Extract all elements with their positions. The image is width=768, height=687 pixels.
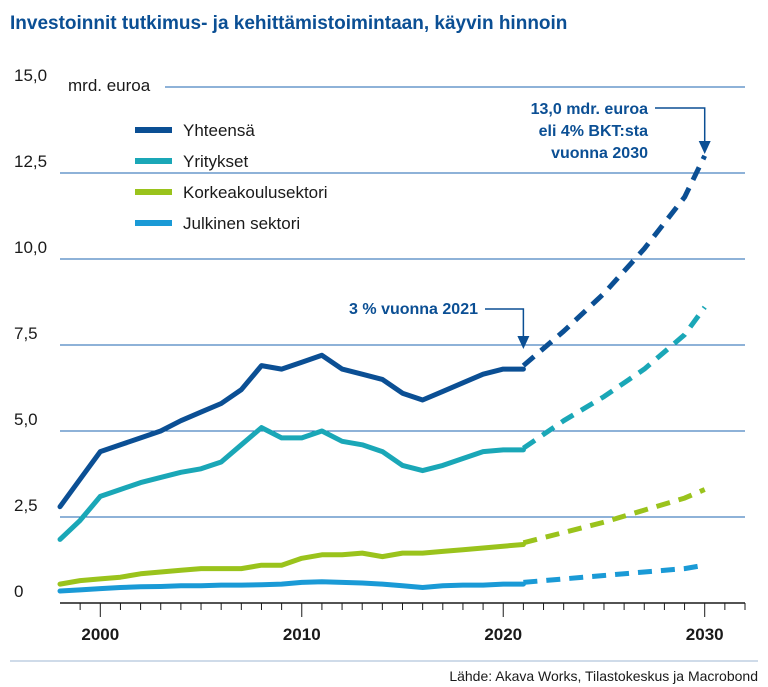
annotation-2021-arrowhead xyxy=(517,336,530,349)
annotation-2021-text: 3 % vuonna 2021 xyxy=(349,301,478,318)
y-tick-label: 0 xyxy=(14,582,23,601)
y-axis-ticks: 15,0 12,5 10,0 7,5 5,0 2,5 0 xyxy=(14,66,47,601)
chart-title: Investoinnit tutkimus- ja kehittämistoim… xyxy=(10,13,567,34)
series-projection-0 xyxy=(521,154,707,368)
series-line-2 xyxy=(57,542,526,587)
legend-label: Yritykset xyxy=(183,152,248,171)
y-tick-label: 7,5 xyxy=(14,324,38,343)
x-tick-label: 2020 xyxy=(484,625,522,644)
y-tick-label: 10,0 xyxy=(14,238,47,257)
y-tick-label: 15,0 xyxy=(14,66,47,85)
series-line-3 xyxy=(57,579,526,594)
y-axis-label: mrd. euroa xyxy=(68,76,151,95)
x-tick-label: 2010 xyxy=(283,625,321,644)
grid xyxy=(60,86,745,604)
series-projection-2 xyxy=(522,487,706,546)
annotation-2030-line: 13,0 mdr. euroa xyxy=(531,101,648,118)
y-tick-label: 5,0 xyxy=(14,410,38,429)
y-tick-label: 2,5 xyxy=(14,496,38,515)
series-line-0 xyxy=(57,352,526,510)
x-tick-label: 2000 xyxy=(81,625,119,644)
annotations: 13,0 mdr. euroa eli 4% BKT:sta vuonna 2030… xyxy=(349,101,711,349)
x-axis: 2000 2010 2020 2030 xyxy=(79,603,746,644)
series-projection-3 xyxy=(523,562,706,585)
annotation-2030-arrowhead xyxy=(698,141,711,154)
x-tick-label: 2030 xyxy=(686,625,724,644)
source-note: Lähde: Akava Works, Tilastokeskus ja Mac… xyxy=(449,668,758,684)
annotation-2030-line: eli 4% BKT:sta xyxy=(539,123,648,140)
annotation-2021-arrow-line xyxy=(485,308,525,338)
series-lines xyxy=(57,154,707,594)
legend-label: Korkeakoulusektori xyxy=(183,183,328,202)
series-projection-1 xyxy=(521,305,707,451)
series-line-1 xyxy=(57,425,526,542)
legend-label: Yhteensä xyxy=(183,121,255,140)
legend-label: Julkinen sektori xyxy=(183,214,300,233)
legend: Yhteensä Yritykset Korkeakoulusektori Julki… xyxy=(135,121,328,233)
annotation-2030-line: vuonna 2030 xyxy=(551,145,648,162)
y-tick-label: 12,5 xyxy=(14,152,47,171)
annotation-2030-arrow-line xyxy=(655,107,706,143)
